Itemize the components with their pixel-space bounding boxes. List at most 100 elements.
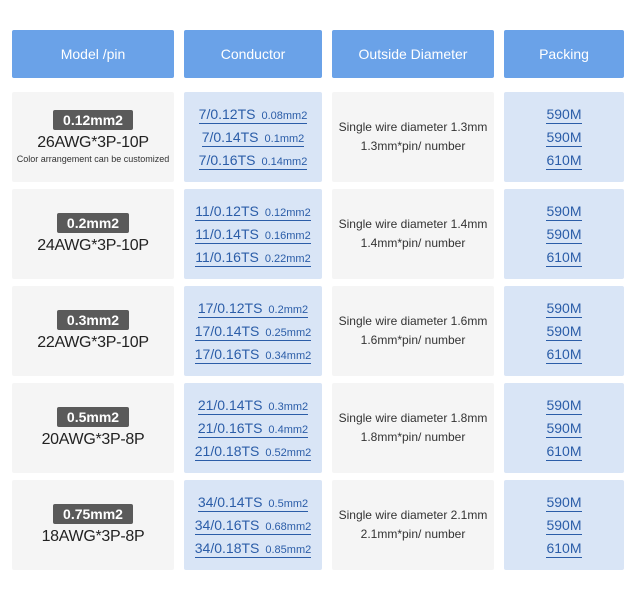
packing-link[interactable]: 590M bbox=[546, 396, 581, 415]
table-row: 0.2mm224AWG*3P-10P11/0.12TS0.12mm211/0.1… bbox=[12, 189, 628, 279]
conductor-ts: 7/0.16TS bbox=[199, 152, 256, 168]
packing-link[interactable]: 610M bbox=[546, 539, 581, 558]
diameter-cell: Single wire diameter 1.4mm1.4mm*pin/ num… bbox=[332, 189, 494, 279]
conductor-link[interactable]: 11/0.16TS 0.22mm2 bbox=[195, 248, 310, 267]
conductor-cell: 34/0.14TS 0.5mm2 34/0.16TS 0.68mm2 34/0.18TS… bbox=[184, 480, 322, 570]
conductor-mm: 0.14mm2 bbox=[261, 156, 307, 168]
header-row: Model /pin Conductor Outside Diameter Pa… bbox=[12, 30, 628, 78]
model-badge: 0.5mm2 bbox=[57, 407, 129, 427]
conductor-mm: 0.1mm2 bbox=[265, 133, 305, 145]
conductor-link[interactable]: 17/0.12TS 0.2mm2 bbox=[198, 299, 308, 318]
conductor-mm: 0.5mm2 bbox=[268, 498, 308, 510]
conductor-mm: 0.4mm2 bbox=[268, 424, 308, 436]
conductor-link[interactable]: 21/0.18TS 0.52mm2 bbox=[195, 442, 311, 461]
conductor-ts: 17/0.12TS bbox=[198, 300, 263, 316]
table-row: 0.12mm2 26AWG*3P-10P Color arrangement can… bbox=[12, 92, 628, 182]
conductor-cell: 17/0.12TS 0.2mm2 17/0.14TS0.25mm2 17/0.16TS… bbox=[184, 286, 322, 376]
model-cell: 0.3mm2 22AWG*3P-10P bbox=[12, 286, 174, 376]
conductor-link[interactable]: 21/0.16TS 0.4mm2 bbox=[198, 419, 308, 438]
model-awg: 20AWG*3P-8P bbox=[42, 431, 145, 449]
diameter-line2: 1.4mm*pin/ number bbox=[361, 234, 466, 253]
model-cell: 0.75mm2 18AWG*3P-8P bbox=[12, 480, 174, 570]
model-awg: 24AWG*3P-10P bbox=[37, 237, 148, 255]
conductor-mm: 0.12mm2 bbox=[265, 207, 311, 219]
header-diameter: Outside Diameter bbox=[332, 30, 494, 78]
conductor-ts: 21/0.18TS bbox=[195, 443, 260, 459]
table-row: 0.75mm2 18AWG*3P-8P 34/0.14TS 0.5mm2 34/0.16… bbox=[12, 480, 628, 570]
model-badge: 0.3mm2 bbox=[57, 310, 129, 330]
diameter-line2: 1.6mm*pin/ number bbox=[361, 331, 466, 350]
packing-cell: 590M 590M 610M bbox=[504, 92, 624, 182]
packing-cell: 590M 590M 610M bbox=[504, 383, 624, 473]
header-conductor: Conductor bbox=[184, 30, 322, 78]
conductor-mm: 0.3mm2 bbox=[268, 401, 308, 413]
conductor-mm: 0.16mm2 bbox=[265, 230, 311, 242]
table-row: 0.3mm2 22AWG*3P-10P 17/0.12TS 0.2mm2 17/0.14… bbox=[12, 286, 628, 376]
packing-link[interactable]: 590M bbox=[546, 419, 581, 438]
packing-link[interactable]: 590M bbox=[546, 128, 581, 147]
conductor-link[interactable]: 7/0.14TS 0.1mm2 bbox=[202, 128, 305, 147]
conductor-ts: 34/0.18TS bbox=[195, 540, 260, 556]
packing-link[interactable]: 590M bbox=[546, 299, 581, 318]
packing-link[interactable]: 610M bbox=[546, 248, 581, 267]
conductor-ts: 11/0.16TS bbox=[195, 249, 259, 265]
conductor-link[interactable]: 21/0.14TS0.3mm2 bbox=[198, 396, 308, 415]
diameter-line1: Single wire diameter 1.8mm bbox=[339, 409, 488, 428]
model-note: Color arrangement can be customized bbox=[17, 154, 170, 164]
packing-link[interactable]: 590M bbox=[546, 516, 581, 535]
conductor-ts: 34/0.16TS bbox=[195, 517, 260, 533]
conductor-ts: 21/0.16TS bbox=[198, 420, 263, 436]
conductor-link[interactable]: 7/0.12TS0.08mm2 bbox=[199, 105, 308, 124]
conductor-link[interactable]: 11/0.12TS0.12mm2 bbox=[195, 202, 310, 221]
packing-link[interactable]: 610M bbox=[546, 345, 581, 364]
conductor-cell: 11/0.12TS0.12mm2 11/0.14TS 0.16mm2 11/0.16T… bbox=[184, 189, 322, 279]
conductor-ts: 34/0.14TS bbox=[198, 494, 263, 510]
model-cell: 0.12mm2 26AWG*3P-10P Color arrangement can… bbox=[12, 92, 174, 182]
model-cell: 0.2mm2 24AWG*3P-10P bbox=[12, 189, 174, 279]
model-awg: 22AWG*3P-10P bbox=[37, 334, 148, 352]
diameter-line1: Single wire diameter 1.4mm bbox=[339, 215, 488, 234]
conductor-link[interactable]: 17/0.14TS0.25mm2 bbox=[195, 322, 311, 341]
header-packing: Packing bbox=[504, 30, 624, 78]
diameter-line1: Single wire diameter 1.3mm bbox=[339, 118, 488, 137]
diameter-line1: Single wire diameter 1.6mm bbox=[339, 312, 488, 331]
diameter-line1: Single wire diameter 2.1mm bbox=[339, 506, 488, 525]
conductor-mm: 0.22mm2 bbox=[265, 253, 311, 265]
header-model: Model /pin bbox=[12, 30, 174, 78]
packing-link[interactable]: 590M bbox=[546, 225, 581, 244]
model-awg: 26AWG*3P-10P bbox=[37, 134, 148, 152]
conductor-link[interactable]: 34/0.18TS 0.85mm2 bbox=[195, 539, 311, 558]
packing-link[interactable]: 610M bbox=[546, 442, 581, 461]
conductor-link[interactable]: 7/0.16TS 0.14mm2 bbox=[199, 151, 308, 170]
diameter-line2: 1.3mm*pin/ number bbox=[361, 137, 466, 156]
conductor-mm: 0.2mm2 bbox=[268, 304, 308, 316]
conductor-mm: 0.34mm2 bbox=[265, 350, 311, 362]
packing-link[interactable]: 590M bbox=[546, 493, 581, 512]
packing-cell: 590M 590M 610M bbox=[504, 286, 624, 376]
conductor-link[interactable]: 34/0.16TS 0.68mm2 bbox=[195, 516, 311, 535]
conductor-mm: 0.68mm2 bbox=[265, 521, 311, 533]
packing-link[interactable]: 590M bbox=[546, 105, 581, 124]
conductor-link[interactable]: 11/0.14TS 0.16mm2 bbox=[195, 225, 310, 244]
model-badge: 0.75mm2 bbox=[53, 504, 133, 524]
packing-link[interactable]: 590M bbox=[546, 322, 581, 341]
diameter-line2: 2.1mm*pin/ number bbox=[361, 525, 466, 544]
model-awg: 18AWG*3P-8P bbox=[42, 528, 145, 546]
model-badge: 0.12mm2 bbox=[53, 110, 133, 130]
model-badge: 0.2mm2 bbox=[57, 213, 129, 233]
packing-cell: 590M 590M 610M bbox=[504, 189, 624, 279]
conductor-ts: 17/0.16TS bbox=[195, 346, 260, 362]
diameter-line2: 1.8mm*pin/ number bbox=[361, 428, 466, 447]
conductor-ts: 7/0.14TS bbox=[202, 129, 259, 145]
conductor-mm: 0.52mm2 bbox=[265, 447, 311, 459]
conductor-mm: 0.85mm2 bbox=[265, 544, 311, 556]
spec-table: Model /pin Conductor Outside Diameter Pa… bbox=[0, 0, 640, 570]
conductor-link[interactable]: 34/0.14TS 0.5mm2 bbox=[198, 493, 308, 512]
table-row: 0.5mm2 20AWG*3P-8P 21/0.14TS0.3mm2 21/0.16T… bbox=[12, 383, 628, 473]
conductor-ts: 11/0.14TS bbox=[195, 226, 259, 242]
packing-link[interactable]: 610M bbox=[546, 151, 581, 170]
packing-cell: 590M 590M 610M bbox=[504, 480, 624, 570]
conductor-link[interactable]: 17/0.16TS 0.34mm2 bbox=[195, 345, 311, 364]
conductor-cell: 21/0.14TS0.3mm2 21/0.16TS 0.4mm2 21/0.18TS 0… bbox=[184, 383, 322, 473]
packing-link[interactable]: 590M bbox=[546, 202, 581, 221]
